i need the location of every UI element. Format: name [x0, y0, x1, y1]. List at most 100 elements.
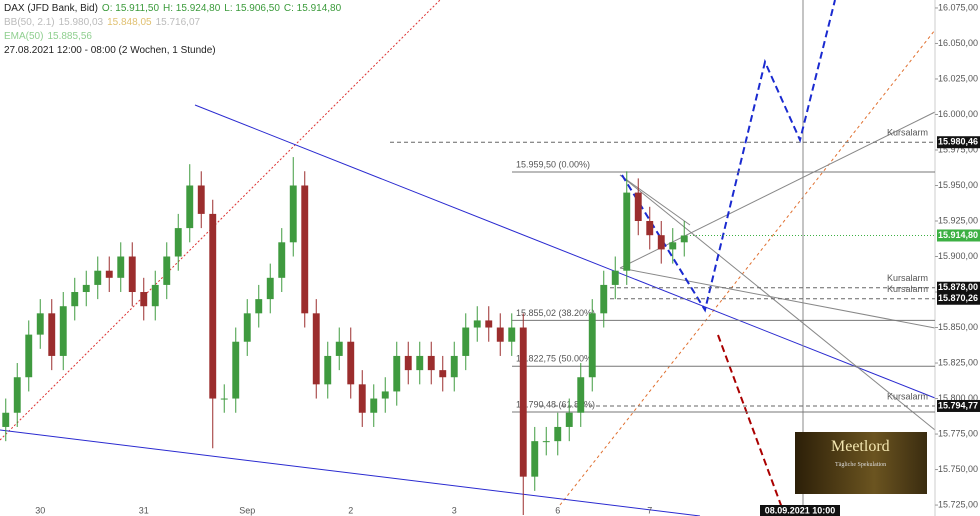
candle-body [427, 355, 435, 371]
candle-body [554, 426, 562, 442]
candle-body [71, 292, 79, 307]
y-tick-label: 16.000,00 [938, 109, 978, 119]
indicator: EMA(50) [4, 31, 44, 42]
candle-body [496, 327, 504, 342]
logo: Meetlord Tägliche Spekulation [795, 432, 927, 494]
candle-body [59, 306, 67, 356]
trendline [619, 174, 936, 431]
trendline [619, 174, 691, 226]
candle-body [2, 412, 10, 427]
y-tick-label: 15.850,00 [938, 322, 978, 332]
candle-body [25, 334, 33, 378]
logo-title: Meetlord [831, 438, 890, 455]
candle-body [462, 327, 470, 356]
ohlc: H: 15.924,80 [163, 3, 221, 14]
ohlc: C: 15.914,80 [283, 3, 342, 14]
y-tick-label: 16.050,00 [938, 38, 978, 48]
candle-body [450, 355, 458, 378]
candle-body [186, 185, 194, 229]
forecast-path [621, 0, 836, 313]
logo-subtitle: Tägliche Spekulation [835, 462, 887, 468]
price-box [937, 399, 980, 412]
candle-body [13, 377, 21, 413]
candle-body [232, 341, 240, 399]
crosshair-label: 08.09.2021 10:00 [765, 505, 836, 515]
candle-body [358, 384, 366, 413]
alarm-note: Kursalarm [887, 128, 928, 138]
forecast-path [717, 334, 786, 516]
crosshair-box [760, 505, 840, 516]
candle-body [243, 313, 251, 342]
candle-body [266, 277, 274, 300]
trendline [0, 0, 441, 441]
candle-body [623, 192, 631, 271]
candle-body [508, 327, 516, 342]
trendline [619, 267, 936, 329]
candle-body [255, 299, 263, 314]
candle-body [36, 313, 44, 335]
candle-body [416, 355, 424, 371]
y-tick-label: 15.725,00 [938, 499, 978, 509]
candle-body [393, 355, 401, 392]
candle-body [531, 441, 539, 477]
indicator-value: 15.980,03 [58, 17, 104, 28]
candle-body [335, 341, 343, 356]
drawings [0, 0, 936, 516]
price-label: 15.870,26 [938, 293, 978, 303]
indicator-value: 15.885,56 [47, 31, 92, 42]
y-tick-label: 15.825,00 [938, 357, 978, 367]
ohlc: O: 15.911,50 [101, 3, 160, 14]
candle-body [485, 320, 493, 328]
y-tick-label: 16.025,00 [938, 73, 978, 83]
trendline [559, 29, 936, 506]
candle-body [669, 242, 677, 250]
x-tick-label: 30 [35, 505, 45, 515]
fib-label: 15.822,75 (50.00%) [516, 354, 595, 364]
candle-body [565, 412, 573, 427]
candle-body [680, 235, 688, 243]
candle-body [82, 284, 90, 293]
y-tick-label: 15.975,00 [938, 144, 978, 154]
fib-label: 15.790,48 (61.80%) [516, 399, 595, 409]
price-label: 15.980,46 [938, 137, 978, 147]
candle-body [404, 355, 412, 371]
candle-body [542, 441, 550, 443]
candle-body [289, 185, 297, 243]
price-box [937, 281, 980, 294]
y-tick-label: 16.075,00 [938, 2, 978, 12]
y-tick-label: 15.925,00 [938, 215, 978, 225]
x-tick-label: 2 [348, 505, 353, 515]
candle-body [381, 391, 389, 399]
candle-body [657, 235, 665, 250]
x-tick-label: 3 [452, 505, 457, 515]
candle-body [324, 355, 332, 385]
range: 27.08.2021 12:00 - 08:00 (2 Wochen, 1 St… [4, 45, 216, 56]
candle-body [94, 270, 102, 285]
price-box [937, 292, 980, 305]
candle-body [577, 377, 585, 413]
candle-body [347, 341, 355, 385]
price-label: 15.878,00 [938, 282, 978, 292]
trendline [194, 104, 936, 399]
candle-body [611, 270, 619, 285]
candle-body [312, 313, 320, 385]
candle-body [646, 221, 654, 236]
indicator-value: 15.716,07 [155, 17, 201, 28]
candle-body [163, 256, 171, 285]
candle-body [473, 320, 481, 328]
candle-body [278, 242, 286, 278]
y-tick-label: 15.900,00 [938, 251, 978, 261]
candle-body [174, 228, 182, 257]
alarm-note: Kursalarm [887, 391, 928, 401]
candle-body [634, 192, 642, 222]
price-label: 15.794,77 [938, 400, 978, 410]
y-tick-label: 15.800,00 [938, 393, 978, 403]
candle-body [439, 370, 447, 378]
y-tick-label: 15.775,00 [938, 428, 978, 438]
candle-body [197, 185, 205, 214]
candle-body [588, 313, 596, 378]
candle-body [48, 313, 56, 356]
x-tick-label: 6 [555, 505, 560, 515]
